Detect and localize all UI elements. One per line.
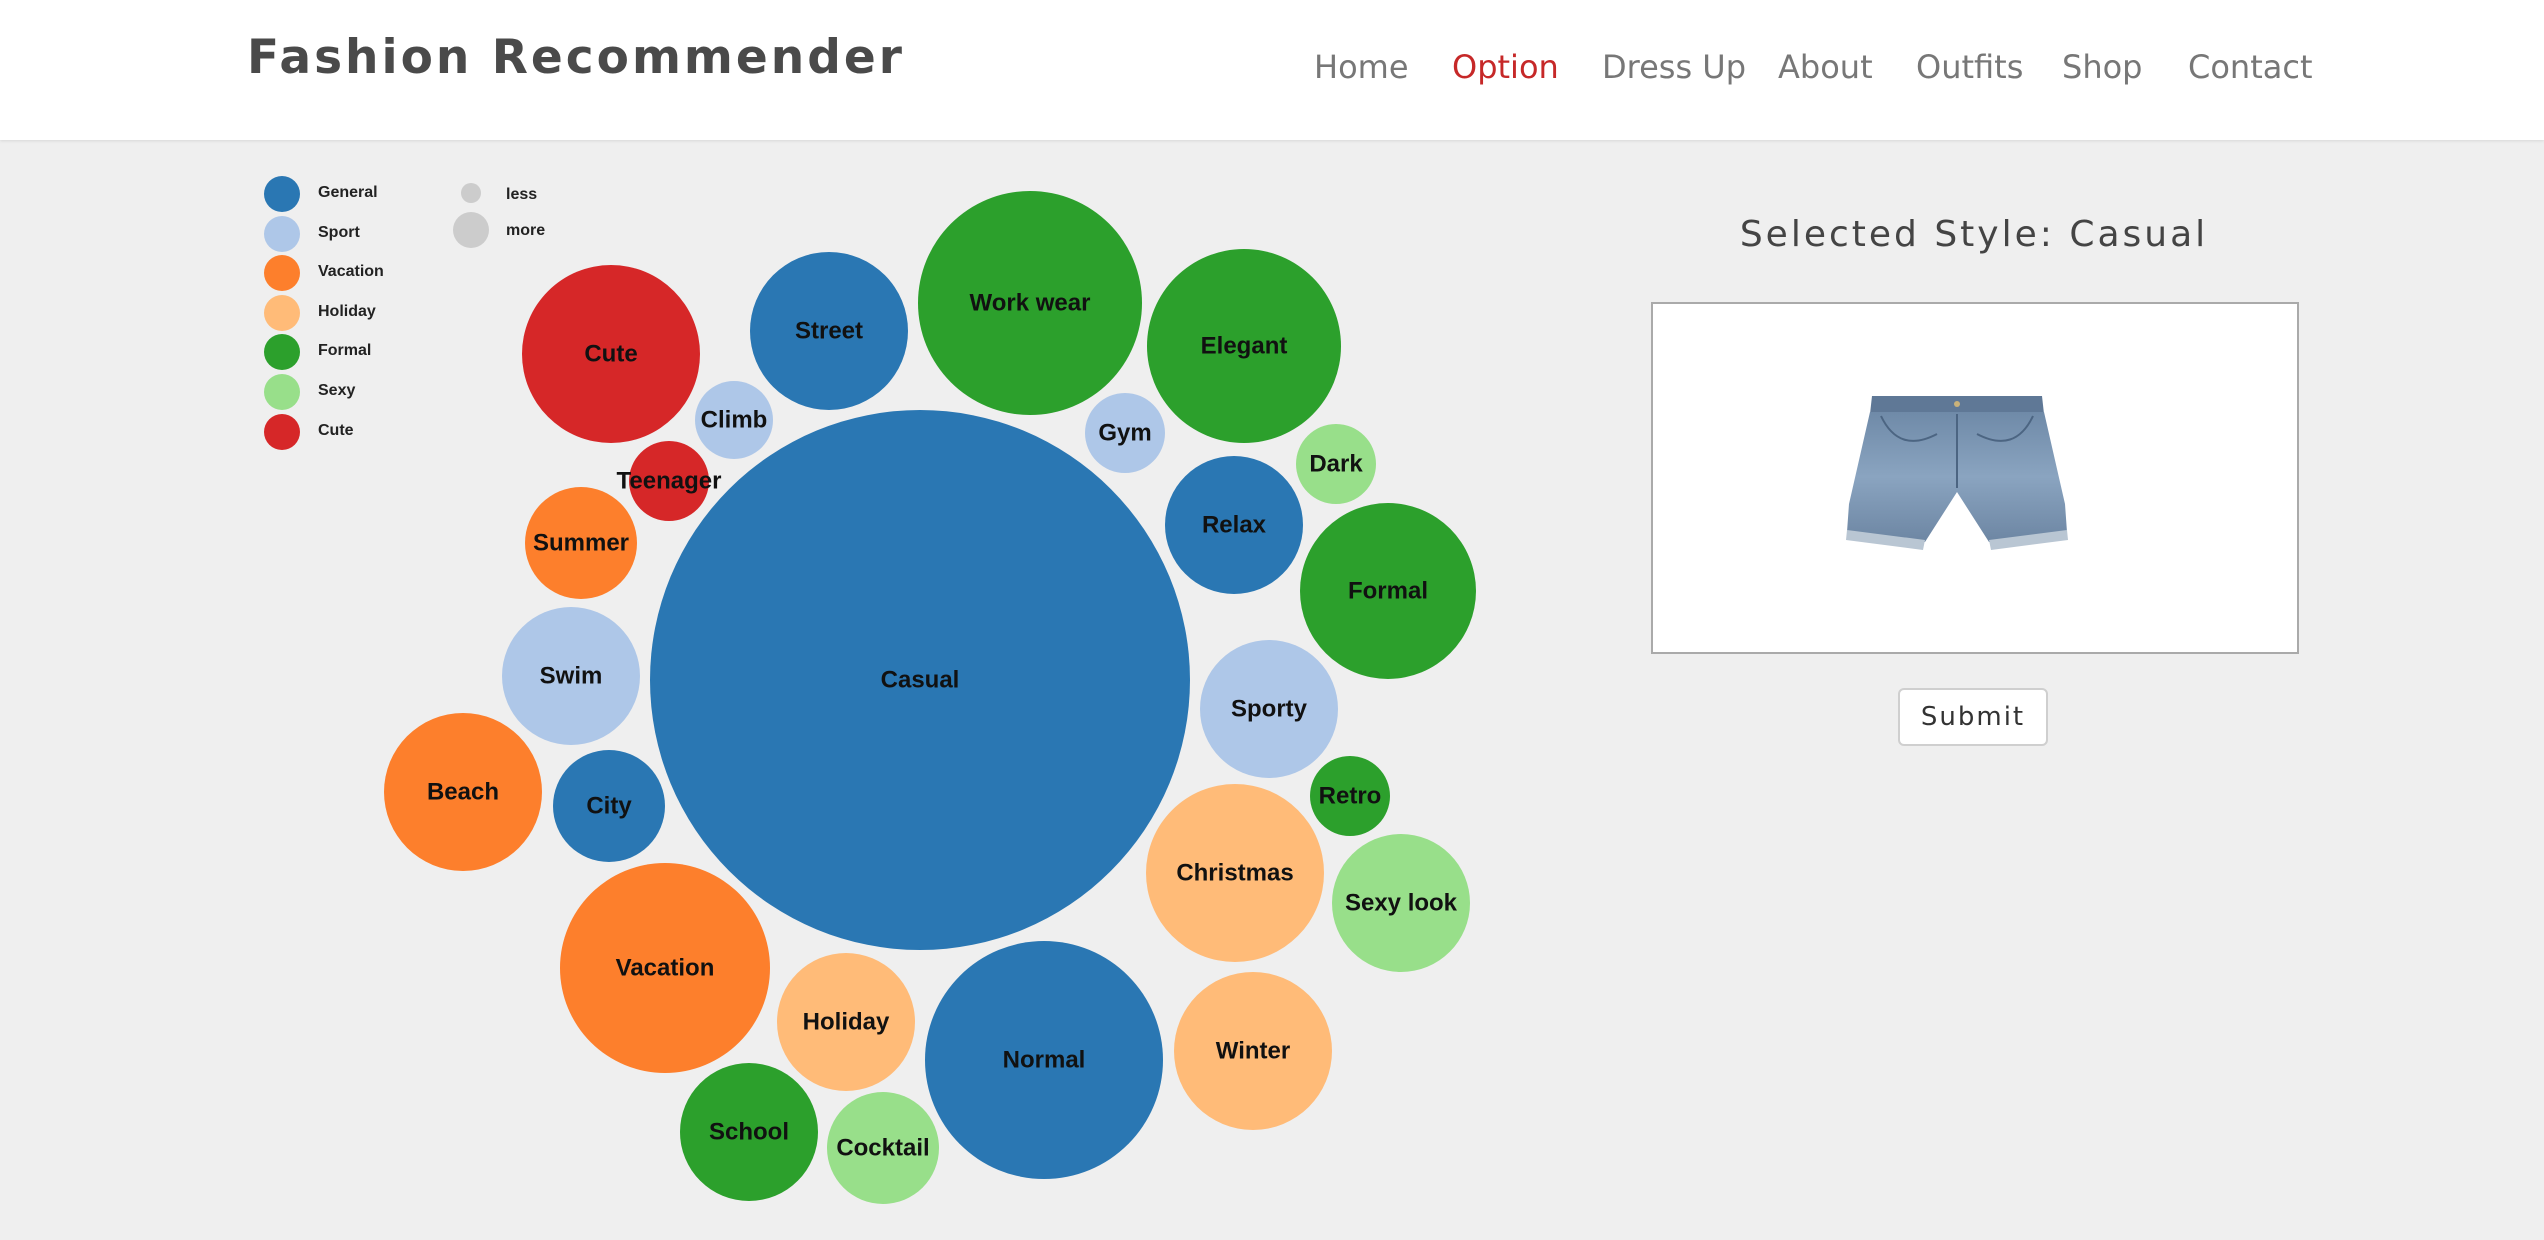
bubble-climb[interactable]: Climb: [695, 381, 773, 459]
bubble-gym[interactable]: Gym: [1085, 393, 1165, 473]
legend-label-vacation: Vacation: [318, 263, 384, 280]
bubble-circle-elegant[interactable]: [1147, 249, 1341, 443]
legend-swatch-sexy: [264, 374, 300, 410]
bubble-circle-school[interactable]: [680, 1063, 818, 1201]
style-preview-panel: [1651, 302, 2299, 654]
bubble-city[interactable]: City: [553, 750, 665, 862]
bubble-dark[interactable]: Dark: [1296, 424, 1376, 504]
bubble-circle-teenager[interactable]: [629, 441, 709, 521]
bubble-circle-gym[interactable]: [1085, 393, 1165, 473]
bubble-circle-retro[interactable]: [1310, 756, 1390, 836]
legend-swatch-formal: [264, 334, 300, 370]
legend-label-sport: Sport: [318, 224, 360, 241]
selected-style-title: Selected Style: Casual: [1739, 214, 2209, 255]
bubble-circle-summer[interactable]: [525, 487, 637, 599]
bubble-retro[interactable]: Retro: [1310, 756, 1390, 836]
bubble-circle-casual[interactable]: [650, 410, 1190, 950]
bubble-school[interactable]: School: [680, 1063, 818, 1201]
bubble-casual[interactable]: Casual: [650, 410, 1190, 950]
bubble-circle-dark[interactable]: [1296, 424, 1376, 504]
bubble-circle-city[interactable]: [553, 750, 665, 862]
bubble-street[interactable]: Street: [750, 252, 908, 410]
legend-swatch-holiday: [264, 295, 300, 331]
top-navbar: Fashion Recommender Home Option Dress Up…: [0, 0, 2544, 140]
bubble-teenager[interactable]: Teenager: [617, 441, 722, 521]
legend-label-formal: Formal: [318, 342, 372, 359]
bubble-beach[interactable]: Beach: [384, 713, 542, 871]
bubble-circle-cocktail[interactable]: [827, 1092, 939, 1204]
bubble-summer[interactable]: Summer: [525, 487, 637, 599]
bubble-relax[interactable]: Relax: [1165, 456, 1303, 594]
nav-contact[interactable]: Contact: [2188, 48, 2313, 86]
bubble-winter[interactable]: Winter: [1174, 972, 1332, 1130]
legend-swatch-vacation: [264, 255, 300, 291]
bubble-circle-christmas[interactable]: [1146, 784, 1324, 962]
legend-swatch-general: [264, 176, 300, 212]
nav-shop[interactable]: Shop: [2062, 48, 2143, 86]
bubble-formal[interactable]: Formal: [1300, 503, 1476, 679]
bubble-vacation[interactable]: Vacation: [560, 863, 770, 1073]
bubble-sporty[interactable]: Sporty: [1200, 640, 1338, 778]
bubble-circle-sporty[interactable]: [1200, 640, 1338, 778]
nav-outfits[interactable]: Outfits: [1916, 48, 2024, 86]
brand-title[interactable]: Fashion Recommender: [247, 30, 905, 85]
size-swatch-more: [453, 212, 489, 248]
legend-label-cute: Cute: [318, 422, 354, 439]
size-swatch-less: [461, 183, 481, 203]
bubble-circle-climb[interactable]: [695, 381, 773, 459]
bubble-christmas[interactable]: Christmas: [1146, 784, 1324, 962]
bubble-work-wear[interactable]: Work wear: [918, 191, 1142, 415]
legend-swatch-sport: [264, 216, 300, 252]
denim-shorts-image: [1846, 396, 2068, 550]
bubble-circle-beach[interactable]: [384, 713, 542, 871]
bubble-circle-street[interactable]: [750, 252, 908, 410]
bubble-circle-swim[interactable]: [502, 607, 640, 745]
bubble-holiday[interactable]: Holiday: [777, 953, 915, 1091]
bubble-circle-holiday[interactable]: [777, 953, 915, 1091]
nav-about[interactable]: About: [1778, 48, 1873, 86]
bubble-circle-normal[interactable]: [925, 941, 1163, 1179]
bubble-circle-relax[interactable]: [1165, 456, 1303, 594]
nav-option[interactable]: Option: [1452, 48, 1559, 86]
bubble-elegant[interactable]: Elegant: [1147, 249, 1341, 443]
bubble-circle-vacation[interactable]: [560, 863, 770, 1073]
legend-label-general: General: [318, 184, 378, 201]
nav-dress-up[interactable]: Dress Up: [1602, 48, 1747, 86]
nav-home[interactable]: Home: [1314, 48, 1409, 86]
bubble-circle-cute[interactable]: [522, 265, 700, 443]
bubble-circle-sexy-look[interactable]: [1332, 834, 1470, 972]
bubble-cocktail[interactable]: Cocktail: [827, 1092, 939, 1204]
bubble-swim[interactable]: Swim: [502, 607, 640, 745]
bubble-cute[interactable]: Cute: [522, 265, 700, 443]
bubble-circle-formal[interactable]: [1300, 503, 1476, 679]
bubble-circle-work-wear[interactable]: [918, 191, 1142, 415]
bubble-circle-winter[interactable]: [1174, 972, 1332, 1130]
size-label-more: more: [506, 222, 546, 239]
submit-button[interactable]: Submit: [1898, 688, 2048, 746]
bubble-normal[interactable]: Normal: [925, 941, 1163, 1179]
legend-label-sexy: Sexy: [318, 382, 356, 399]
legend-swatch-cute: [264, 414, 300, 450]
bubble-sexy-look[interactable]: Sexy look: [1332, 834, 1470, 972]
size-label-less: less: [506, 186, 538, 203]
legend-label-holiday: Holiday: [318, 303, 376, 320]
